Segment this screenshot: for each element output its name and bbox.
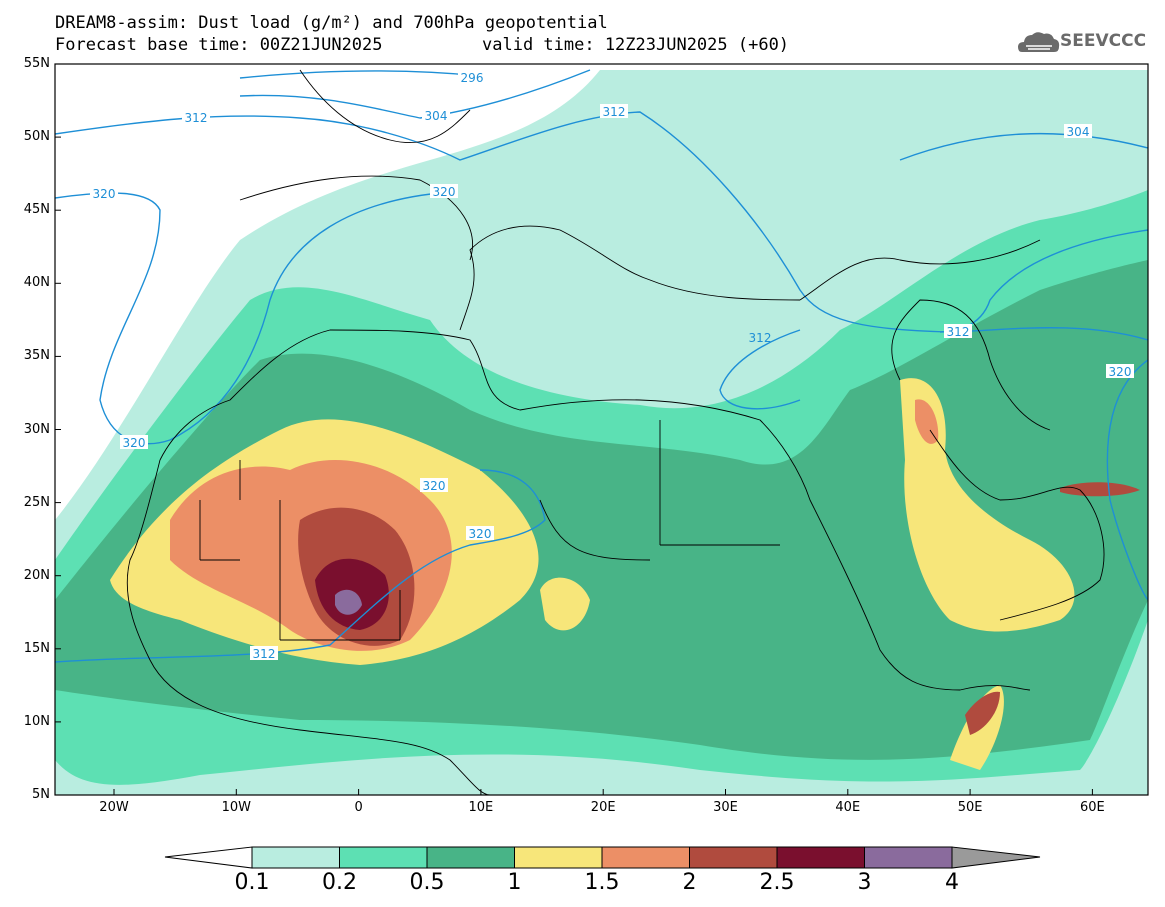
- contour-label: 320: [1109, 365, 1132, 379]
- cloud-icon: [1018, 32, 1060, 52]
- lon-label: 10W: [221, 800, 251, 815]
- contour-label: 312: [947, 325, 970, 339]
- colorbar-swatch: [689, 846, 778, 869]
- contour-label: 304: [425, 109, 448, 123]
- contour-304: [239, 69, 591, 119]
- lon-label: 30E: [713, 800, 738, 815]
- dust-band-2-gulf: [1060, 482, 1140, 497]
- lon-label: 10E: [468, 800, 494, 815]
- lon-label: 50E: [957, 800, 983, 815]
- contour-label-bg: [90, 186, 118, 200]
- contour-312-ne: [1106, 359, 1148, 601]
- contour-label: 312: [185, 111, 208, 125]
- contour-label: 296: [461, 71, 484, 85]
- contour-label-bg: [944, 324, 972, 338]
- contour-label-bg: [422, 108, 450, 122]
- contour-label: 304: [1067, 125, 1090, 139]
- seevccc-logo: [1018, 32, 1060, 52]
- colorbar-label: 0.1: [234, 870, 270, 895]
- lat-label: 40N: [23, 275, 50, 291]
- colorbar-label: 1: [507, 870, 522, 895]
- colorbar-over-arrow: [951, 846, 1041, 869]
- lat-label: 20N: [23, 567, 50, 583]
- coastlines: [126, 69, 1105, 795]
- contour-label-bg: [420, 478, 448, 492]
- lat-label: 45N: [23, 202, 50, 218]
- contour-312-levant: [719, 329, 801, 410]
- colorbar-under-arrow: [164, 846, 253, 869]
- contour-label-bg: [430, 184, 458, 198]
- lon-label: 40E: [835, 800, 861, 815]
- colorbar-swatch: [864, 846, 953, 869]
- colorbar-swatch: [776, 846, 865, 869]
- dust-band-3: [335, 589, 362, 615]
- lat-label: 30N: [23, 421, 50, 437]
- dust-band-1.5-arabia: [915, 399, 939, 444]
- contour-label: 320: [433, 185, 456, 199]
- contour-label-bg: [120, 435, 148, 449]
- dust-band-1-arabia: [900, 378, 1075, 632]
- contour-304-east: [899, 132, 1148, 161]
- lat-label: 55N: [23, 56, 50, 71]
- colorbar-label: 3: [857, 870, 872, 895]
- colorbar-label: 0.5: [409, 870, 445, 895]
- contour-label: 320: [123, 436, 146, 450]
- contour-label: 320: [423, 479, 446, 493]
- contour-label-bg: [1106, 364, 1134, 378]
- colorbar-swatch: [601, 846, 690, 869]
- colorbar-label: 2: [682, 870, 697, 895]
- colorbar-label: 1.5: [584, 870, 620, 895]
- contour-320-south: [55, 469, 546, 663]
- logo-text: SEEVCCC: [1060, 31, 1147, 51]
- dust-band-2-somalia: [965, 691, 1000, 735]
- forecast-base-time: Forecast base time: 00Z21JUN2025: [55, 35, 383, 55]
- contour-label: 320: [469, 527, 492, 541]
- lon-label: 60E: [1080, 800, 1105, 815]
- colorbar: [164, 846, 1041, 869]
- contour-label: 312: [603, 105, 626, 119]
- lat-label: 35N: [23, 348, 50, 364]
- dust-band-1-sudan: [540, 577, 590, 631]
- colorbar-label: 2.5: [759, 870, 795, 895]
- colorbar-swatch: [514, 846, 603, 869]
- contour-label-bg: [182, 110, 210, 124]
- colorbar-label: 0.2: [322, 870, 357, 895]
- contour-label-bg: [466, 526, 494, 540]
- contour-label-bg: [458, 70, 486, 84]
- lat-label: 10N: [23, 713, 50, 729]
- contour-label: 320: [93, 187, 116, 201]
- lat-label: 15N: [23, 640, 50, 656]
- lat-label: 25N: [23, 494, 50, 510]
- contour-label-bg: [1064, 124, 1092, 138]
- colorbar-swatch: [251, 846, 340, 869]
- map-title: DREAM8-assim: Dust load (g/m²) and 700hP…: [55, 13, 608, 33]
- lat-label: 5N: [32, 787, 50, 802]
- lon-label: 20W: [99, 800, 129, 815]
- colorbar-swatch: [426, 846, 515, 869]
- contour-label-bg: [250, 646, 278, 660]
- contour-296: [239, 70, 481, 79]
- lon-label: 20E: [590, 800, 616, 815]
- colorbar-swatch: [339, 846, 428, 869]
- valid-time: valid time: 12Z23JUN2025 (+60): [482, 35, 790, 55]
- contour-label: 312: [749, 331, 772, 345]
- contour-label-bg: [600, 104, 628, 118]
- colorbar-label: 4: [945, 870, 959, 895]
- contour-label: 312: [253, 647, 276, 661]
- lon-label: 0: [354, 800, 363, 815]
- lat-label: 50N: [23, 129, 50, 145]
